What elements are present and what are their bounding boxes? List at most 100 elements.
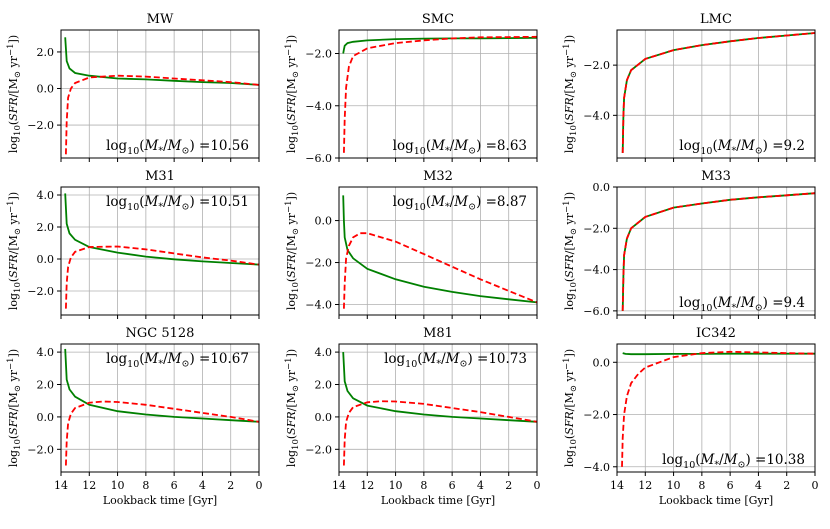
subplot-title: IC342 (696, 326, 736, 341)
x-tick-label: 12 (360, 479, 374, 492)
axes-frame (338, 343, 538, 473)
x-tick-label: 6 (449, 479, 456, 492)
subplot-title: M31 (145, 169, 175, 184)
green-series-line (64, 193, 260, 266)
y-tick-label: −4.0 (583, 461, 610, 474)
x-tick-label: 10 (111, 479, 125, 492)
subplot-title: MW (147, 12, 174, 27)
y-axis-label: log10(SFR/[M⊙ yr−1]) (6, 349, 23, 467)
x-tick-label: 8 (420, 479, 427, 492)
axes-frame (616, 29, 816, 159)
mass-annotation: log10(M*/M⊙) =9.2 (679, 138, 805, 157)
y-tick-label: −2.0 (27, 443, 54, 456)
mass-annotation: log10(M*/M⊙) =10.56 (106, 138, 249, 157)
y-tick-label: −2.0 (305, 48, 332, 61)
x-axis-label: Lookback time [Gyr] (103, 494, 217, 507)
y-tick-label: 2.0 (37, 221, 55, 234)
axes-frame (616, 186, 816, 316)
mass-annotation: log10(M*/M⊙) =8.87 (393, 194, 527, 213)
y-tick-label: −2.0 (305, 443, 332, 456)
x-tick-label: 8 (142, 479, 149, 492)
x-tick-label: 14 (610, 479, 624, 492)
y-tick-label: 2.0 (315, 379, 333, 392)
subplot-m31: 4.0 2.0 0.0 −2.0 M31 log10(M*/M⊙) =10.51 log10… (6, 169, 260, 319)
subplot-title: SMC (422, 12, 454, 27)
mass-annotation: log10(M*/M⊙) =9.4 (679, 295, 805, 314)
mass-annotation: log10(M*/M⊙) =8.63 (393, 138, 527, 157)
green-series-line (342, 352, 538, 423)
x-tick-label: 10 (667, 479, 681, 492)
axes-frame (60, 343, 260, 473)
x-tick-label: 6 (727, 479, 734, 492)
axes-frame (60, 29, 260, 159)
subplot-ic342: 0.0 −2.0 −4.014 12 10 8 6 4 2 0 IC342 log10(M*/M⊙) … (562, 326, 819, 507)
x-tick-label: 14 (54, 479, 68, 492)
x-tick-label: 0 (534, 479, 541, 492)
y-axis-label: log10(SFR/[M⊙ yr−1]) (6, 35, 23, 153)
x-tick-label: 4 (477, 479, 484, 492)
y-tick-label: −2.0 (583, 409, 610, 422)
y-axis-label: log10(SFR/[M⊙ yr−1]) (562, 192, 579, 310)
red-series-line (621, 350, 816, 467)
y-tick-label: 4.0 (37, 346, 55, 359)
mass-annotation: log10(M*/M⊙) =10.73 (384, 351, 527, 370)
x-tick-label: 0 (812, 479, 819, 492)
y-axis-label: log10(SFR/[M⊙ yr−1]) (284, 35, 301, 153)
y-tick-label: 0.0 (593, 356, 611, 369)
y-axis-label: log10(SFR/[M⊙ yr−1]) (284, 349, 301, 467)
y-tick-label: −2.0 (305, 257, 332, 270)
red-series-line (65, 245, 260, 309)
subplot-title: NGC 5128 (126, 326, 195, 341)
subplot-smc: −2.0 −4.0 −6.0 SMC log10(M*/M⊙) =8.63 log10(S… (284, 12, 538, 165)
subplot-m32: 0.0 −2.0 −4.0 M32 log10(M*/M⊙) =8.87 log10(SF… (284, 169, 538, 319)
green-series-line (622, 352, 815, 356)
x-tick-label: 2 (783, 479, 790, 492)
x-tick-label: 12 (638, 479, 652, 492)
axes-frame (338, 186, 538, 316)
y-tick-label: −6.0 (305, 152, 332, 165)
mass-annotation: log10(M*/M⊙) =10.38 (662, 452, 805, 471)
y-tick-label: −6.0 (583, 305, 610, 318)
subplot-m33: 0.0 −2.0 −4.0 −6.0 M33 log10(M*/M⊙) =9.4 log10… (562, 169, 816, 319)
subplot-mw: 2.0 0.0 −2.0 MW log10(M*/M⊙) =10.56 log10(SFR… (6, 12, 260, 162)
subplot-ngc-5128: 4.0 2.0 0.0 −2.0 14 12 10 8 6 4 2 0 NGC 5128 log10(M*… (6, 326, 263, 507)
red-series-line (343, 35, 538, 153)
y-tick-label: −2.0 (583, 59, 610, 72)
y-axis-label: log10(SFR/[M⊙ yr−1]) (562, 349, 579, 467)
y-tick-label: −2.0 (583, 222, 610, 235)
y-tick-label: 2.0 (37, 379, 55, 392)
y-tick-label: 0.0 (37, 411, 55, 424)
y-axis-label: log10(SFR/[M⊙ yr−1]) (6, 192, 23, 310)
red-series-line (343, 232, 538, 309)
y-tick-label: 0.0 (315, 411, 333, 424)
axes-frame (338, 29, 538, 159)
y-tick-label: −2.0 (27, 285, 54, 298)
x-tick-label: 12 (82, 479, 96, 492)
axes-frame (60, 186, 260, 316)
x-axis-label: Lookback time [Gyr] (659, 494, 773, 507)
x-tick-label: 4 (199, 479, 206, 492)
y-tick-label: 0.0 (315, 215, 333, 228)
y-tick-label: −4.0 (583, 109, 610, 122)
red-series-line (343, 400, 538, 466)
x-tick-label: 8 (698, 479, 705, 492)
x-tick-label: 4 (755, 479, 762, 492)
y-axis-label: log10(SFR/[M⊙ yr−1]) (562, 35, 579, 153)
x-tick-label: 2 (227, 479, 234, 492)
y-tick-label: 4.0 (37, 189, 55, 202)
red-series-line (65, 74, 260, 155)
y-tick-label: 2.0 (37, 46, 55, 59)
red-series-line (621, 192, 816, 311)
green-series-line (342, 195, 538, 304)
x-tick-label: 14 (332, 479, 346, 492)
x-tick-label: 10 (389, 479, 403, 492)
y-tick-label: 4.0 (315, 346, 333, 359)
x-tick-label: 6 (171, 479, 178, 492)
x-tick-label: 2 (505, 479, 512, 492)
y-axis-label: log10(SFR/[M⊙ yr−1]) (284, 192, 301, 310)
subplot-lmc: −2.0 −4.0 LMC log10(M*/M⊙) =9.2 log10(SFR/[M… (562, 12, 816, 162)
subplot-title: LMC (700, 12, 732, 27)
green-series-line (621, 32, 816, 154)
x-tick-label: 0 (256, 479, 263, 492)
